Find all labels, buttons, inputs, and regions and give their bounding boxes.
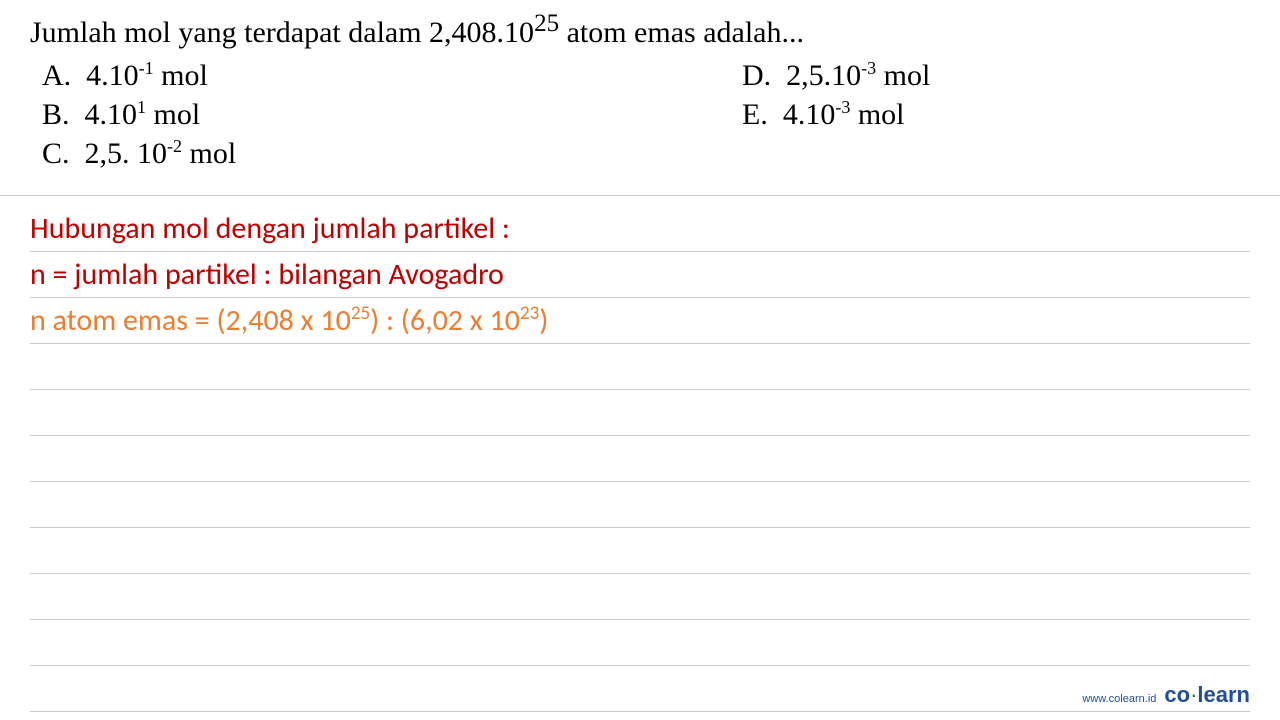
option-e: E. 4.10-3 mol: [730, 97, 1250, 132]
option-c-post: mol: [182, 137, 236, 170]
option-b-letter: B.: [42, 98, 70, 131]
work-area: Hubungan mol dengan jumlah partikel : n …: [0, 195, 1280, 712]
question-part1: Jumlah mol yang terdapat dalam 2,408.10: [30, 16, 534, 49]
option-e-exp: -3: [835, 97, 850, 117]
question-area: Jumlah mol yang terdapat dalam 2,408.102…: [0, 0, 1280, 175]
blank-line: [30, 666, 1250, 712]
options-container: A. 4.10-1 mol B. 4.101 mol C. 2,5. 10-2 …: [30, 58, 1250, 175]
blank-line: [30, 574, 1250, 620]
option-a-pre: 4.10: [86, 59, 139, 92]
work3-e1: 25: [351, 302, 370, 325]
option-c-pre: 2,5. 10: [85, 137, 168, 170]
option-b: B. 4.101 mol: [30, 97, 730, 132]
question-part2: atom emas adalah...: [559, 16, 804, 49]
option-b-exp: 1: [137, 97, 146, 117]
option-d-pre: 2,5.10: [786, 59, 861, 92]
question-text: Jumlah mol yang terdapat dalam 2,408.102…: [30, 10, 1250, 50]
options-left: A. 4.10-1 mol B. 4.101 mol C. 2,5. 10-2 …: [30, 58, 730, 175]
lined-paper: Hubungan mol dengan jumlah partikel : n …: [0, 196, 1280, 712]
option-e-pre: 4.10: [783, 98, 836, 131]
option-c: C. 2,5. 10-2 mol: [30, 136, 730, 171]
footer-url: www.colearn.id: [1082, 693, 1156, 705]
work-line-2-text: n = jumlah partikel : bilangan Avogadro: [30, 256, 504, 293]
work-line-2: n = jumlah partikel : bilangan Avogadro: [30, 252, 1250, 298]
footer: www.colearn.id co·learn: [1082, 682, 1250, 708]
work-line-3: n atom emas = (2,408 x 1025) : (6,02 x 1…: [30, 298, 1250, 344]
option-d-post: mol: [876, 59, 930, 92]
footer-logo: co·learn: [1164, 682, 1250, 708]
option-d-letter: D.: [742, 59, 771, 92]
blank-line: [30, 390, 1250, 436]
option-a-letter: A.: [42, 59, 71, 92]
work-line-1-text: Hubungan mol dengan jumlah partikel :: [30, 210, 510, 247]
option-c-letter: C.: [42, 137, 70, 170]
work-line-3-text: n atom emas = (2,408 x 1025) : (6,02 x 1…: [30, 302, 548, 339]
blank-line: [30, 344, 1250, 390]
blank-line: [30, 436, 1250, 482]
option-d: D. 2,5.10-3 mol: [730, 58, 1250, 93]
option-a-post: mol: [154, 59, 208, 92]
option-b-pre: 4.10: [85, 98, 138, 131]
option-a-exp: -1: [139, 58, 154, 78]
work3-p2: ) : (6,02 x 10: [370, 302, 520, 339]
option-b-post: mol: [146, 98, 200, 131]
logo-p2: learn: [1197, 682, 1250, 707]
option-d-exp: -3: [861, 58, 876, 78]
blank-line: [30, 620, 1250, 666]
work-line-1: Hubungan mol dengan jumlah partikel :: [30, 206, 1250, 252]
work3-p1: n atom emas = (2,408 x 10: [30, 302, 351, 339]
options-right: D. 2,5.10-3 mol E. 4.10-3 mol: [730, 58, 1250, 175]
option-e-post: mol: [850, 98, 904, 131]
blank-line: [30, 528, 1250, 574]
logo-p1: co: [1164, 682, 1190, 707]
option-c-exp: -2: [167, 136, 182, 156]
option-a: A. 4.10-1 mol: [30, 58, 730, 93]
blank-line: [30, 482, 1250, 528]
option-e-letter: E.: [742, 98, 768, 131]
work3-e2: 23: [520, 302, 539, 325]
work3-p3: ): [539, 302, 548, 339]
question-exp1: 25: [534, 10, 559, 37]
